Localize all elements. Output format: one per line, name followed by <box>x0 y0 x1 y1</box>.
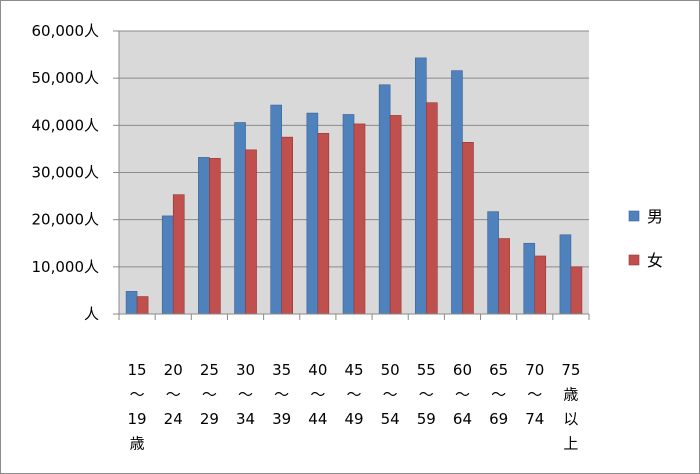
category-label: 60 ～ 64 <box>453 361 472 428</box>
y-tick-label: 10,000人 <box>32 258 100 276</box>
legend-label: 男 <box>647 207 663 226</box>
legend-swatch <box>628 254 640 266</box>
category-labels: 15 ～ 19 歳 20 ～ 24 25 ～ 29 30 ～ 34 35 ～ 39 40 ～ 44 45 ～ 49 50 ～ 5… <box>128 361 581 453</box>
category-label: 70 ～ 74 <box>525 361 544 428</box>
y-tick-label: 60,000人 <box>32 22 100 40</box>
bar-female <box>281 136 293 315</box>
bar-male <box>523 242 536 315</box>
y-tick-label: 20,000人 <box>32 211 100 229</box>
bar-male <box>125 291 138 315</box>
y-tick-labels: 人 10,000人 20,000人 30,000人 40,000人 50,000人 60,0… <box>32 22 119 323</box>
category-label: 40 ～ 44 <box>308 361 327 428</box>
category-label: 15 ～ 19 歳 <box>128 361 147 453</box>
category-label: 25 ～ 29 <box>200 361 219 428</box>
bars <box>125 57 583 315</box>
category-label: 75 歳以上 <box>561 361 580 453</box>
bar-male <box>270 104 282 315</box>
y-tick-label: 50,000人 <box>32 69 100 87</box>
bar-male <box>342 114 355 315</box>
bar-female <box>136 296 149 315</box>
bar-female <box>245 149 257 315</box>
bar-male <box>559 234 572 315</box>
bar-male <box>198 157 210 315</box>
bar-female <box>353 123 366 315</box>
bar-male <box>306 112 319 315</box>
y-tick-label: 人 <box>84 305 99 323</box>
bar-female <box>534 255 547 315</box>
legend-swatch <box>628 210 640 222</box>
category-label: 45 ～ 49 <box>344 361 363 428</box>
category-label: 65 ～ 69 <box>489 361 508 428</box>
category-label: 35 ～ 39 <box>272 361 291 428</box>
bar-female <box>389 115 402 315</box>
legend-label: 女 <box>647 251 663 270</box>
category-label: 20 ～ 24 <box>164 361 183 428</box>
bar-male <box>378 84 391 315</box>
bar-male <box>161 215 174 315</box>
category-label: 30 ～ 34 <box>236 361 255 428</box>
bar-female <box>462 142 474 315</box>
legend: 男女 <box>628 207 663 270</box>
bar-female <box>172 194 185 315</box>
y-tick-label: 40,000人 <box>32 116 100 134</box>
bar-female <box>317 133 330 315</box>
bar-female <box>570 266 583 315</box>
y-tick-label: 30,000人 <box>32 164 100 182</box>
bar-female <box>209 158 221 315</box>
bar-male <box>487 211 499 315</box>
category-label: 50 ～ 54 <box>381 361 400 428</box>
bar-male <box>451 70 463 315</box>
bar-female <box>498 238 510 315</box>
bar-male <box>415 57 427 315</box>
bar-female <box>426 102 438 315</box>
bar-male <box>234 122 246 315</box>
category-label: 55 ～ 59 <box>417 361 436 428</box>
